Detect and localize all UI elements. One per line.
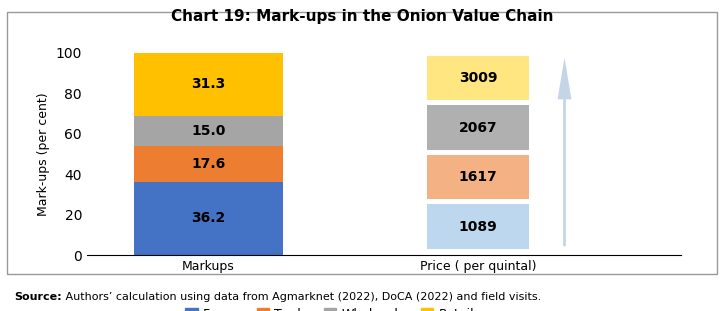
Text: 1617: 1617 [459,170,497,184]
Text: Chart 19: Mark-ups in the Onion Value Chain: Chart 19: Mark-ups in the Onion Value Ch… [171,9,553,24]
Text: 2067: 2067 [459,121,497,135]
Bar [427,155,529,199]
Text: 36.2: 36.2 [191,211,225,225]
Bar [134,146,282,182]
Bar [427,205,529,249]
Text: 1089: 1089 [459,220,497,234]
Bar [427,56,529,100]
Legend: Farmer, Trader, Wholesaler, Retailer: Farmer, Trader, Wholesaler, Retailer [180,303,492,311]
Text: 31.3: 31.3 [191,77,225,91]
Text: 17.6: 17.6 [191,157,225,171]
Text: Authors’ calculation using data from Agmarknet (2022), DoCA (2022) and field vis: Authors’ calculation using data from Agm… [62,292,541,302]
Text: Source:: Source: [14,292,62,302]
Bar [427,105,529,150]
Bar [134,182,282,255]
Text: 15.0: 15.0 [191,124,225,138]
Bar [134,116,282,146]
Bar [134,53,282,116]
Y-axis label: Mark-ups (per cent): Mark-ups (per cent) [37,92,50,216]
Text: 3009: 3009 [459,71,497,85]
